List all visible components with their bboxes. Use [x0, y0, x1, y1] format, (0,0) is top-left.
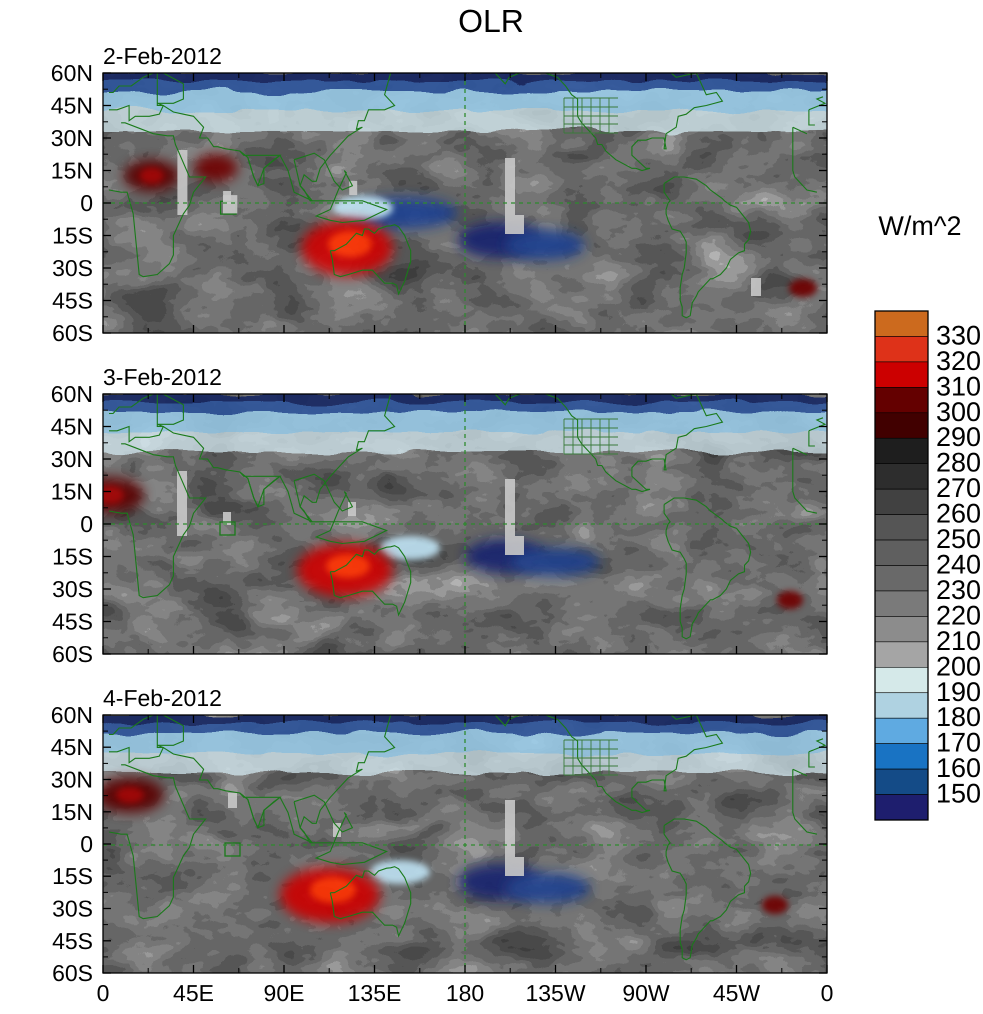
svg-text:30S: 30S	[52, 576, 93, 602]
svg-text:45S: 45S	[52, 609, 93, 635]
svg-text:90W: 90W	[622, 980, 670, 1006]
svg-text:30N: 30N	[51, 767, 93, 793]
svg-text:45E: 45E	[173, 980, 214, 1006]
svg-text:60N: 60N	[51, 702, 93, 728]
svg-text:15S: 15S	[52, 544, 93, 570]
svg-text:45W: 45W	[713, 980, 761, 1006]
svg-text:60S: 60S	[52, 320, 93, 346]
svg-text:135E: 135E	[348, 980, 402, 1006]
svg-text:45S: 45S	[52, 928, 93, 954]
svg-text:3-Feb-2012: 3-Feb-2012	[103, 364, 222, 390]
svg-text:15N: 15N	[51, 799, 93, 825]
svg-text:15N: 15N	[51, 479, 93, 505]
svg-text:0: 0	[80, 190, 93, 216]
svg-text:0: 0	[821, 980, 834, 1006]
svg-text:45N: 45N	[51, 734, 93, 760]
svg-text:W/m^2: W/m^2	[878, 211, 961, 241]
svg-text:60N: 60N	[51, 60, 93, 86]
svg-text:150: 150	[936, 779, 981, 809]
svg-text:15N: 15N	[51, 158, 93, 184]
svg-text:30N: 30N	[51, 125, 93, 151]
svg-text:45S: 45S	[52, 288, 93, 314]
svg-text:45N: 45N	[51, 414, 93, 440]
svg-text:4-Feb-2012: 4-Feb-2012	[103, 685, 222, 711]
svg-text:0: 0	[97, 980, 110, 1006]
svg-text:15S: 15S	[52, 223, 93, 249]
svg-text:60S: 60S	[52, 960, 93, 986]
svg-text:60S: 60S	[52, 641, 93, 667]
svg-text:30S: 30S	[52, 255, 93, 281]
svg-text:0: 0	[80, 511, 93, 537]
svg-text:135W: 135W	[525, 980, 585, 1006]
svg-text:0: 0	[80, 831, 93, 857]
svg-text:30N: 30N	[51, 446, 93, 472]
svg-text:90E: 90E	[264, 980, 305, 1006]
svg-text:180: 180	[446, 980, 484, 1006]
svg-text:30S: 30S	[52, 896, 93, 922]
svg-text:2-Feb-2012: 2-Feb-2012	[103, 43, 222, 69]
svg-text:45N: 45N	[51, 93, 93, 119]
svg-text:OLR: OLR	[458, 3, 524, 39]
svg-text:15S: 15S	[52, 863, 93, 889]
svg-text:60N: 60N	[51, 381, 93, 407]
